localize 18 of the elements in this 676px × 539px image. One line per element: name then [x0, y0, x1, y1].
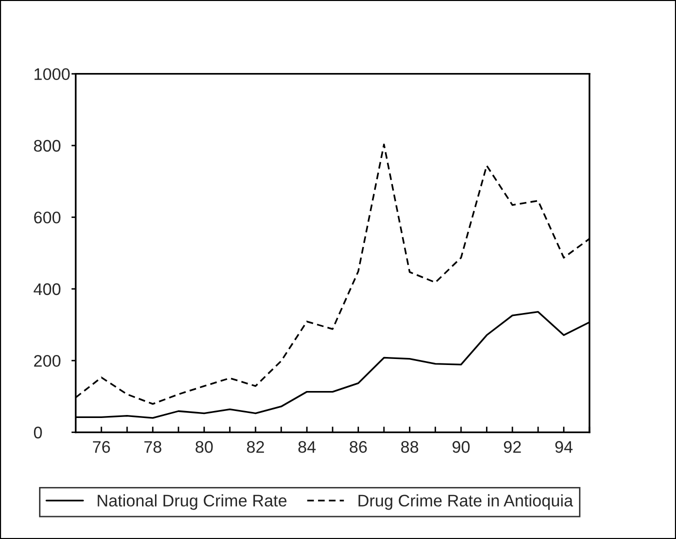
- x-tick-label: 82: [246, 441, 264, 453]
- x-tick-label: 94: [555, 441, 573, 453]
- x-tick-label: 84: [298, 441, 316, 453]
- legend-label: National Drug Crime Rate: [98, 494, 286, 510]
- x-tick-label: 90: [452, 441, 470, 453]
- y-tick-label: 400: [34, 283, 60, 296]
- x-tick-label: 80: [196, 441, 213, 453]
- x-tick-label: 76: [92, 441, 110, 453]
- x-tick-label: 78: [144, 441, 162, 453]
- x-tick-label: 92: [504, 441, 521, 453]
- y-tick-label: 600: [34, 212, 60, 224]
- y-tick-label: 1000: [34, 68, 70, 80]
- y-tick-label: 200: [34, 354, 60, 367]
- x-tick-label: 86: [350, 441, 367, 453]
- y-tick-label: 0: [34, 426, 42, 438]
- legend-label: Drug Crime Rate in Antioquia: [358, 494, 574, 510]
- y-tick-label: 800: [34, 140, 60, 152]
- x-tick-label: 88: [401, 441, 418, 453]
